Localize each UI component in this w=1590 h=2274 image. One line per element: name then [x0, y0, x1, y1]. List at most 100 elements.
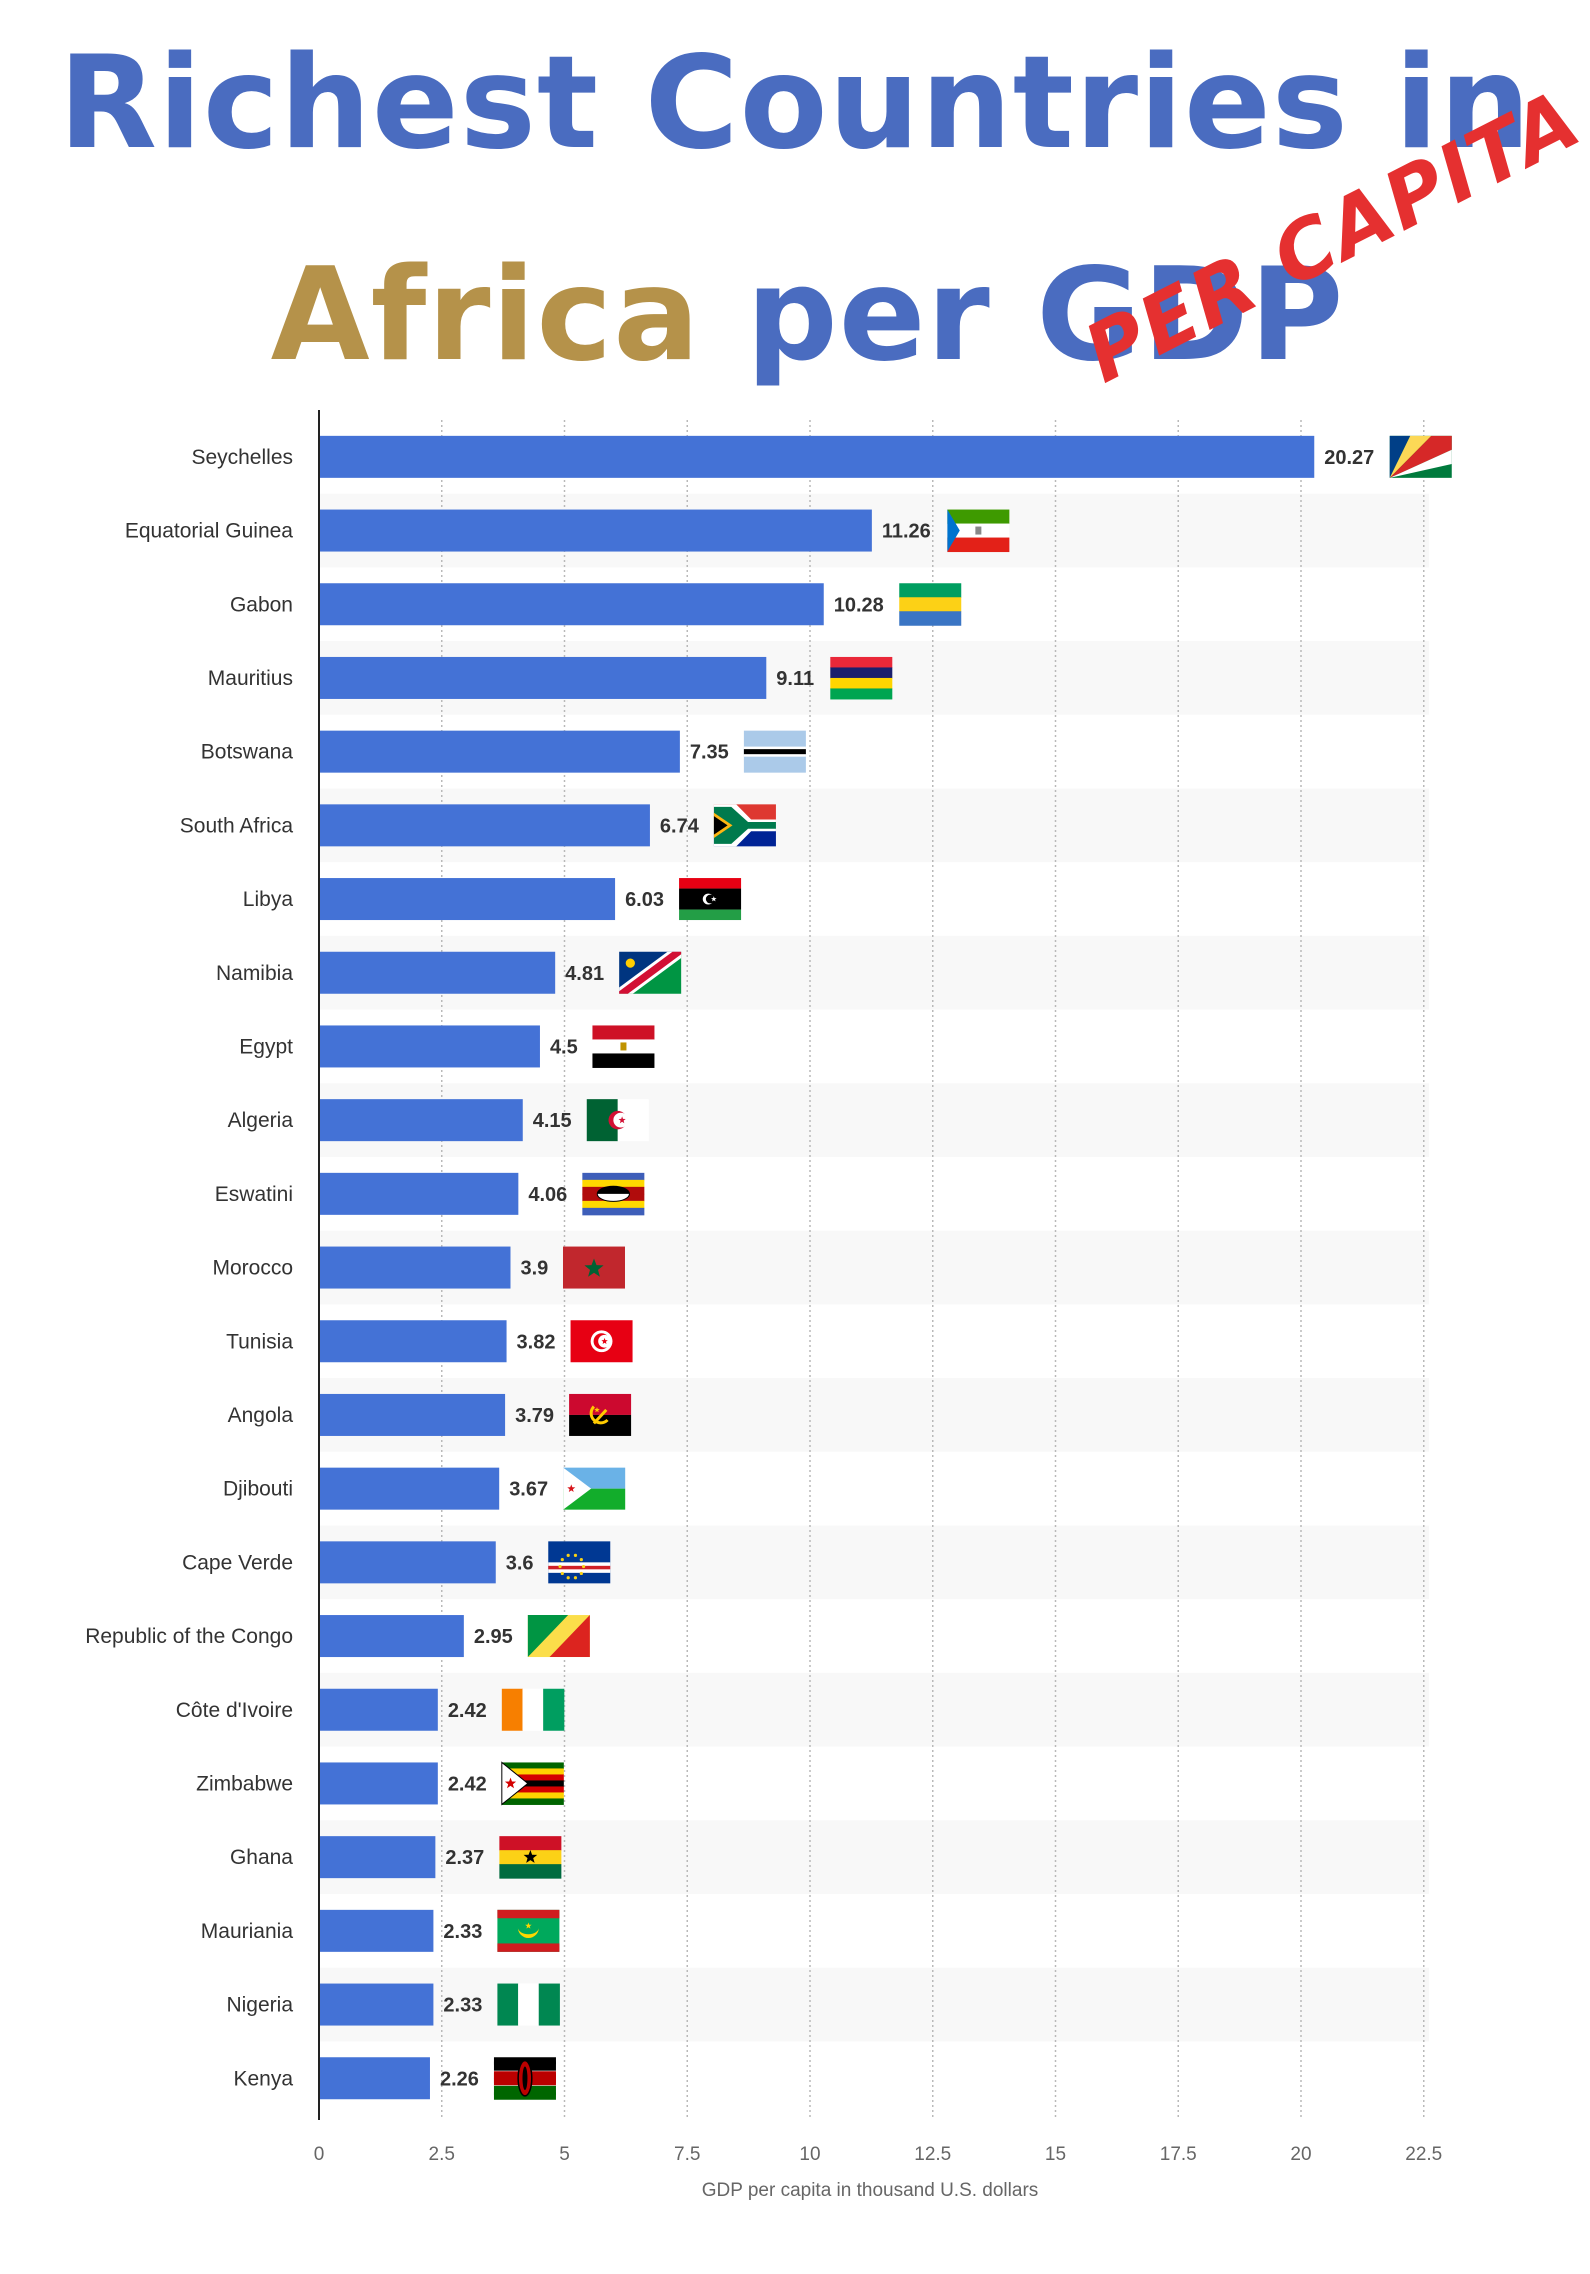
bar: [320, 1467, 500, 1510]
bar: [320, 435, 1315, 478]
title-line-1: Richest Countries in: [58, 29, 1532, 178]
djibouti-flag: [563, 1467, 626, 1510]
value-label: 4.15: [533, 1110, 572, 1132]
x-tick-label: 0: [314, 2144, 325, 2165]
category-label: Ghana: [230, 1846, 293, 1869]
x-axis-title: GDP per capita in thousand U.S. dollars: [702, 2180, 1039, 2201]
value-label: 7.35: [690, 742, 729, 764]
angola-flag: [569, 1393, 632, 1436]
bar: [320, 1615, 464, 1658]
value-label: 2.26: [440, 2068, 479, 2090]
south-africa-flag: [713, 804, 776, 847]
equatorial-guinea-flag: [947, 509, 1010, 553]
value-label: 3.67: [509, 1479, 548, 1501]
bar: [320, 1836, 436, 1879]
ghana-flag: [499, 1836, 562, 1879]
x-tick-label: 15: [1045, 2144, 1066, 2165]
value-label: 3.9: [520, 1258, 548, 1280]
category-label: Gabon: [230, 593, 293, 616]
category-label: Botswana: [201, 741, 294, 764]
bar: [320, 583, 824, 626]
value-label: 2.37: [445, 1847, 484, 1869]
value-label: 20.27: [1324, 447, 1374, 469]
category-label: Zimbabwe: [196, 1772, 293, 1795]
bar: [320, 1099, 523, 1142]
bar: [320, 1172, 519, 1215]
value-label: 6.74: [660, 815, 700, 837]
category-label: Eswatini: [215, 1183, 293, 1206]
bar: [320, 1320, 507, 1363]
x-tick-label: 20: [1290, 2144, 1311, 2165]
category-label: Djibouti: [223, 1478, 293, 1501]
x-tick-label: 7.5: [674, 2144, 700, 2165]
value-label: 4.81: [565, 963, 604, 985]
value-label: 2.33: [443, 1995, 482, 2017]
category-label: Morocco: [212, 1257, 293, 1280]
title-rest: per GDP: [746, 241, 1345, 390]
x-tick-label: 2.5: [429, 2144, 455, 2165]
category-label: Libya: [243, 888, 294, 911]
value-label: 9.11: [776, 668, 814, 690]
row-band: [319, 1967, 1429, 2042]
category-label: Cape Verde: [182, 1551, 293, 1574]
tunisia-flag: [570, 1320, 633, 1363]
title-accent-word: Africa: [270, 241, 701, 390]
congo-flag: [527, 1615, 590, 1658]
value-label: 2.42: [448, 1773, 487, 1795]
x-tick-label: 5: [559, 2144, 570, 2165]
value-label: 2.95: [474, 1626, 513, 1648]
category-label: Mauritius: [208, 667, 293, 690]
bar: [320, 730, 680, 773]
bar: [320, 656, 767, 699]
row-band: [319, 1525, 1429, 1600]
value-label: 2.42: [448, 1700, 487, 1722]
bar: [320, 2057, 430, 2100]
bar: [320, 951, 556, 994]
category-label: Mauriania: [201, 1920, 294, 1943]
value-label: 4.5: [550, 1036, 578, 1058]
category-label: Republic of the Congo: [85, 1625, 293, 1648]
category-label: Angola: [228, 1404, 294, 1427]
category-label: Algeria: [228, 1109, 294, 1132]
category-label: South Africa: [180, 814, 294, 837]
bar: [320, 1025, 540, 1068]
algeria-flag: [586, 1099, 649, 1142]
nigeria-flag: [497, 1983, 560, 2026]
bar: [320, 804, 650, 847]
x-tick-label: 10: [799, 2144, 820, 2165]
namibia-flag: [619, 951, 682, 994]
value-label: 3.6: [506, 1552, 534, 1574]
category-label: Equatorial Guinea: [125, 520, 293, 543]
value-label: 2.33: [443, 1921, 482, 1943]
eswatini-flag: [582, 1172, 645, 1216]
mauritius-flag: [830, 656, 893, 700]
title-line-2: Africa per GDP: [25, 252, 1590, 380]
category-label: Tunisia: [226, 1330, 293, 1353]
mauritania-flag: [497, 1909, 560, 1952]
category-label: Egypt: [239, 1035, 293, 1058]
x-tick-label: 17.5: [1160, 2144, 1197, 2165]
bar: [320, 509, 872, 552]
category-label: Côte d'Ivoire: [176, 1699, 293, 1722]
value-label: 6.03: [625, 889, 664, 911]
cote-divoire-flag: [501, 1688, 565, 1731]
category-label: Namibia: [216, 962, 293, 985]
seychelles-flag: [1389, 435, 1452, 478]
botswana-flag: [743, 730, 806, 773]
category-label: Kenya: [233, 2067, 293, 2090]
cape-verde-flag: [548, 1541, 611, 1584]
zimbabwe-flag: [501, 1761, 564, 1806]
bar: [320, 1762, 438, 1805]
bar: [320, 1246, 511, 1289]
category-label: Nigeria: [226, 1994, 293, 2017]
bar: [320, 1393, 506, 1436]
gabon-flag: [899, 583, 962, 626]
bar: [320, 1688, 438, 1731]
value-label: 10.28: [834, 594, 884, 616]
chart-title: Richest Countries in Africa per GDP: [0, 40, 1590, 380]
x-tick-label: 22.5: [1405, 2144, 1442, 2165]
bar: [320, 878, 616, 921]
bar: [320, 1541, 496, 1584]
row-band: [319, 1820, 1429, 1894]
